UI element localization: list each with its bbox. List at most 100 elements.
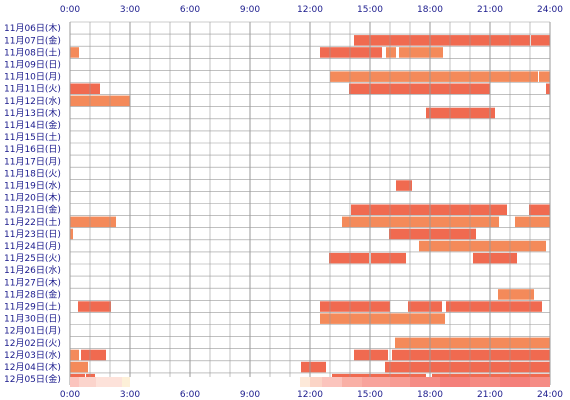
row-labels: 11月06日(木)11月07日(金)11月08日(土)11月09日(日)11月1…: [4, 22, 61, 385]
activity-bar-15-0: [351, 204, 507, 215]
activity-bar-23-2: [408, 301, 442, 312]
row-label-5: 11月11日(火): [4, 84, 61, 95]
row-label-4: 11月10日(月): [4, 72, 61, 83]
row-label-3: 11月09日(日): [4, 60, 61, 71]
row-label-12: 11月18日(火): [4, 168, 61, 179]
x-tick-bottom-4: 12:00: [297, 390, 323, 400]
row-label-19: 11月25日(火): [4, 253, 61, 264]
activity-bar-23-0: [78, 301, 111, 312]
activity-bar-2-2: [386, 47, 396, 58]
summary-gradient-bar: [70, 377, 550, 387]
x-tick-bottom-5: 15:00: [357, 390, 383, 400]
summary-segment-11: [440, 377, 470, 387]
summary-segment-8: [362, 377, 390, 387]
x-tick-top-4: 12:00: [297, 5, 323, 15]
row-label-18: 11月24日(月): [4, 241, 61, 252]
activity-bar-27-3: [392, 349, 550, 361]
activity-bar-19-2: [473, 252, 517, 264]
activity-bar-2-1: [320, 47, 382, 58]
row-label-22: 11月28日(金): [4, 288, 61, 300]
activity-bar-13-0: [396, 180, 412, 191]
row-label-17: 11月23日(日): [4, 229, 61, 240]
summary-segment-5: [310, 377, 322, 387]
row-label-23: 11月29日(土): [4, 301, 61, 313]
activity-bar-28-2: [385, 361, 550, 373]
activity-bar-2-0: [70, 47, 79, 58]
x-axis-tick-labels: 0:00 0:00 3:00 3:00 6:00 6:00 9:00 9:00 12:00 12:…: [60, 5, 563, 400]
activity-bar-17-0: [70, 228, 73, 240]
activity-bar-1-1: [531, 35, 550, 46]
activity-bar-23-3: [446, 301, 542, 312]
x-tick-bottom-0: 0:00: [60, 390, 80, 400]
row-label-1: 11月07日(金): [4, 34, 61, 46]
summary-segment-10: [410, 377, 440, 387]
row-label-21: 11月27日(木): [4, 276, 61, 288]
activity-bar-15-1: [529, 204, 550, 215]
activity-bar-18-0: [419, 240, 546, 252]
x-tick-bottom-3: 9:00: [240, 390, 260, 400]
row-label-9: 11月15日(土): [4, 131, 61, 143]
activity-bar-28-0: [70, 361, 88, 373]
summary-segment-7: [342, 377, 362, 387]
x-tick-top-8: 24:00: [537, 5, 563, 15]
x-tick-bottom-1: 3:00: [120, 390, 140, 400]
activity-bar-16-0: [70, 216, 116, 228]
activity-bar-4-0: [330, 71, 538, 82]
row-label-25: 12月01日(月): [4, 326, 61, 337]
x-tick-bottom-2: 6:00: [180, 390, 200, 400]
activity-bar-27-2: [354, 349, 388, 361]
row-label-8: 11月14日(金): [4, 119, 61, 131]
x-tick-top-6: 18:00: [417, 5, 443, 15]
row-label-27: 12月03日(水): [4, 349, 61, 361]
row-label-20: 11月26日(水): [4, 264, 61, 276]
row-label-24: 11月30日(日): [4, 314, 61, 325]
row-label-11: 11月17日(月): [4, 156, 61, 167]
activity-bar-6-0: [70, 95, 130, 107]
activity-bar-1-0: [354, 35, 530, 46]
row-label-28: 12月04日(木): [4, 361, 61, 373]
activity-bar-27-1: [81, 349, 106, 361]
activity-bar-23-1: [320, 301, 390, 312]
summary-segment-13: [500, 377, 530, 387]
summary-segment-6: [322, 377, 342, 387]
activity-bar-2-3: [399, 47, 443, 58]
summary-segment-2: [96, 377, 122, 387]
activity-bar-5-0: [70, 83, 100, 94]
activity-bar-17-1: [389, 228, 476, 240]
x-tick-top-1: 3:00: [120, 5, 140, 15]
activity-bar-19-1: [371, 252, 406, 264]
activity-bar-7-0: [426, 107, 495, 119]
activity-bar-28-1: [301, 361, 326, 373]
row-label-10: 11月16日(日): [4, 144, 61, 155]
row-label-13: 11月19日(水): [4, 180, 61, 192]
x-tick-bottom-7: 21:00: [477, 390, 503, 400]
summary-segment-9: [390, 377, 410, 387]
activity-bar-26-0: [395, 337, 550, 349]
row-label-7: 11月13日(木): [4, 107, 61, 119]
summary-segment-12: [470, 377, 500, 387]
activity-bar-24-0: [320, 313, 445, 324]
summary-segment-0: [70, 377, 79, 387]
activity-bar-27-0: [70, 349, 79, 361]
x-tick-top-7: 21:00: [477, 5, 503, 15]
row-label-14: 11月20日(木): [4, 192, 61, 204]
activity-bar-5-2: [546, 83, 550, 94]
x-tick-top-5: 15:00: [357, 5, 383, 15]
row-label-26: 12月02日(火): [4, 338, 61, 349]
x-tick-bottom-8: 24:00: [537, 390, 563, 400]
activity-bar-4-1: [539, 71, 550, 82]
summary-segment-14: [530, 377, 550, 387]
activity-bar-19-0: [329, 252, 369, 264]
summary-segment-4: [300, 377, 310, 387]
row-label-29: 12月05日(金): [4, 373, 61, 385]
x-tick-top-3: 9:00: [240, 5, 260, 15]
activity-bar-22-0: [498, 289, 534, 300]
grid-lines: [69, 21, 551, 386]
x-tick-top-0: 0:00: [60, 5, 80, 15]
activity-bar-16-1: [342, 216, 499, 228]
row-label-2: 11月08日(土): [4, 46, 61, 58]
summary-segment-1: [79, 377, 96, 387]
summary-segment-3: [122, 377, 130, 387]
